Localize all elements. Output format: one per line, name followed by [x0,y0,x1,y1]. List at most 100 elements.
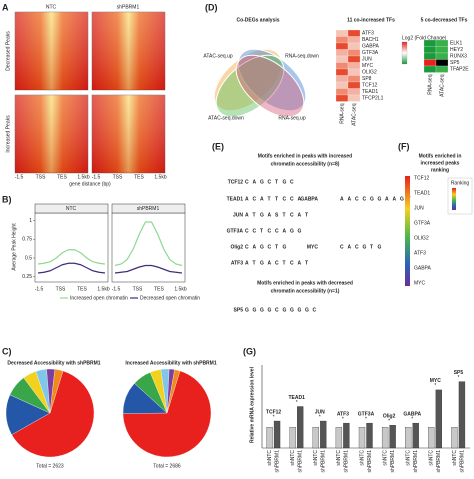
label: TES [77,286,87,292]
label: C [313,307,317,313]
label: * [273,414,275,420]
label: A [268,260,272,266]
label: SP5 [450,60,460,66]
label: C [245,179,249,185]
label: C [355,196,359,202]
label: ATAC-seq.up [203,53,232,59]
label: RNA-seq [339,103,345,124]
label: 0.5 [25,255,32,261]
label: T [305,212,308,218]
label: A [385,196,389,202]
label: A [253,244,257,250]
label: C [283,196,287,202]
label: RNA-seq [427,74,433,95]
label: TEAD1 [227,196,244,202]
heat-cell [423,65,437,73]
bar [428,427,435,449]
label: increased peaks [421,160,460,166]
label: TEAD1 [414,190,430,196]
label: G [290,307,294,313]
label: A [268,212,272,218]
heat-cell [347,55,361,63]
heat-cell [335,68,349,76]
label: * [411,416,413,422]
label: Relative mRNA expression level [249,366,255,443]
label: C [253,196,257,202]
label: A [2,2,9,12]
heat-cell [435,52,449,60]
label: shNTC [267,450,273,466]
label: MYC [430,378,442,384]
heat-cell [347,68,361,76]
label: chromatin accessibility (n=8) [271,161,340,167]
label: -1.5 [35,286,44,292]
label: G [298,228,302,234]
label: GABPA [414,265,432,271]
label: shPBRM1 [459,450,465,473]
label: JUN [233,212,243,218]
label: shPBRM1 [390,450,396,473]
label: Decreased Peaks [5,31,11,71]
label: shNTC [313,450,319,466]
bar [273,420,281,449]
heat-cell [435,59,449,67]
label: Ranking [451,180,470,186]
label: A [298,212,302,218]
heatmap-shade [92,12,165,90]
label: TCF12 [266,409,282,415]
plot-frame [34,212,109,283]
label: TCF12 [228,179,244,185]
label: 0.25 [22,274,32,280]
label: SP8 [362,76,372,82]
label: ATF3 [362,31,374,37]
label: RNA-seq.down [285,53,319,59]
label: A [260,196,264,202]
heat-cell [347,36,361,44]
label: A [348,196,352,202]
bar [412,422,419,449]
heat-cell [347,62,361,70]
heatmap-shade [15,95,88,173]
label: Olig2 [383,414,396,420]
label: Log2 (Fold Change) [402,35,447,41]
label: T [260,228,263,234]
label: GTF3A [362,50,379,56]
pie-slice [166,369,181,414]
label: -1.5 [15,174,24,180]
label: GABPA [403,411,421,417]
label: shNTC [336,450,342,466]
heat-cell [335,75,349,83]
heatmap-shade [15,12,88,90]
heat-cell [335,29,349,37]
label: Motifs enriched in peaks with decreased [257,280,353,286]
label: TSS [133,286,143,292]
label: SP5 [454,370,464,376]
legend-scale [452,188,456,210]
profile-line [37,249,106,265]
label: TFCP2L1 [362,96,384,102]
label: A [245,260,249,266]
label: ATAC-seq [439,74,445,97]
label: shNTC [406,450,412,466]
label: TCF12 [362,83,378,89]
label: G [245,307,249,313]
heat-cell [347,81,361,89]
label: shPBRM1 [274,450,280,473]
ranking-bar [405,176,410,286]
label: G [298,307,302,313]
label: SP5 [234,307,244,313]
pie-slice [49,369,64,414]
label: OLIG2 [414,235,429,241]
bar [289,427,296,449]
label: C [340,244,344,250]
bar [358,427,366,449]
bar [451,427,458,449]
label: * [319,414,321,420]
venn-set [237,48,307,112]
label: C [290,212,294,218]
label: * [434,383,436,389]
label: shPBRM1 [344,450,350,473]
label: MYC [307,244,319,250]
label: shNTC [290,450,296,466]
